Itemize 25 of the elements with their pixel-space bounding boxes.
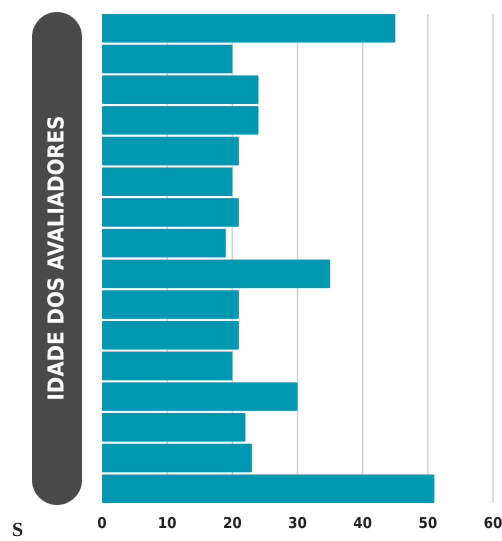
x-tick-label: 30 xyxy=(288,514,307,532)
bar xyxy=(102,474,434,503)
bar xyxy=(102,260,330,288)
x-tick-label: 0 xyxy=(97,514,107,532)
bar xyxy=(102,44,232,74)
x-tick-label: 10 xyxy=(158,514,177,532)
bar xyxy=(102,413,246,442)
bar xyxy=(102,14,396,43)
x-tick-label: 60 xyxy=(484,514,502,532)
bar xyxy=(102,290,239,319)
bar xyxy=(102,228,226,258)
bar xyxy=(102,167,232,196)
x-tick-label: 20 xyxy=(222,514,242,532)
y-axis-title: IDADE DOS AVALIADORES xyxy=(44,116,70,400)
x-tick-label: 50 xyxy=(418,514,438,532)
bar xyxy=(102,75,258,104)
bar xyxy=(102,382,298,411)
bar xyxy=(102,198,239,227)
x-tick-label: 40 xyxy=(353,514,372,532)
text: S xyxy=(12,519,24,541)
bar xyxy=(102,320,239,350)
bar xyxy=(102,444,252,472)
bar xyxy=(102,106,258,135)
bar xyxy=(102,352,232,380)
bar xyxy=(102,136,239,166)
